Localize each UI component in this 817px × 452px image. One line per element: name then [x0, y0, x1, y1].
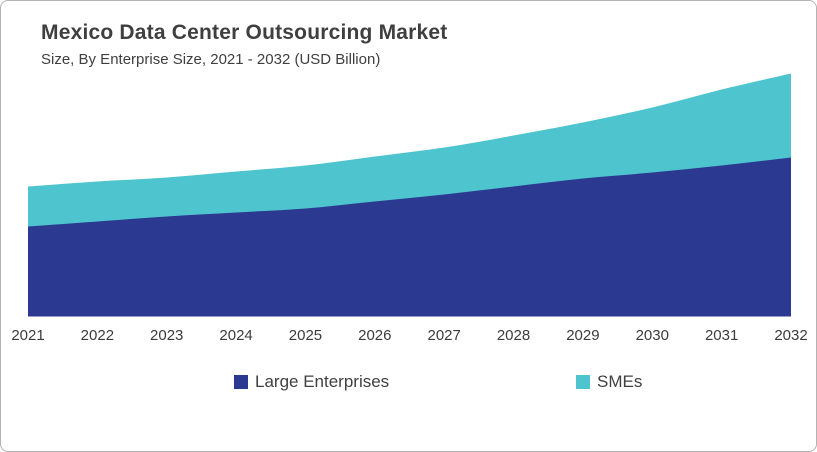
x-axis-label: 2022	[80, 327, 115, 344]
legend: Large Enterprises SMEs	[1, 372, 816, 394]
legend-item-large-enterprises: Large Enterprises	[234, 372, 389, 392]
area-large-enterprises	[28, 157, 791, 317]
x-axis-label: 2027	[427, 327, 461, 344]
x-axis: 2021 2022 2023 2024 2025 2026 2027 2028 2029 2030…	[1, 327, 816, 347]
x-axis-label: 2026	[358, 327, 392, 344]
x-axis-label: 2021	[11, 327, 45, 344]
x-axis-label: 2031	[704, 327, 739, 344]
x-axis-label: 2028	[496, 327, 531, 344]
legend-label: Large Enterprises	[255, 372, 390, 391]
x-axis-label: 2025	[288, 327, 323, 344]
legend-label: SMEs	[597, 372, 643, 391]
x-axis-label: 2023	[150, 327, 184, 344]
page-subtitle: Size, By Enterprise Size, 2021 - 2032 (U…	[41, 51, 381, 68]
x-axis-label: 2029	[566, 327, 600, 344]
legend-swatch-icon	[234, 375, 248, 389]
x-axis-label: 2030	[635, 327, 669, 344]
legend-item-smes: SMEs	[576, 372, 642, 392]
x-axis-label: 2032	[774, 327, 808, 344]
page-title: Mexico Data Center Outsourcing Market	[41, 21, 448, 44]
x-axis-label: 2024	[219, 327, 253, 344]
legend-swatch-icon	[576, 375, 590, 389]
